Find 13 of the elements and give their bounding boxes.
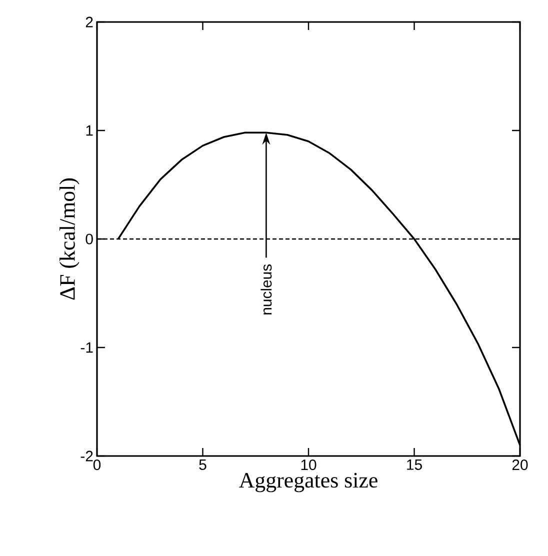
annotation: nucleus (260, 264, 272, 314)
y-tick-label: 0 (86, 234, 93, 244)
y-axis-title: ΔF (kcal/mol) (59, 178, 80, 300)
y-tick-label: -1 (80, 342, 93, 353)
y-tick-label: 1 (86, 125, 93, 136)
x-tick-label: 15 (407, 460, 422, 470)
y-tick-label: 2 (86, 16, 93, 28)
y-tick-label: -2 (80, 450, 93, 462)
x-tick-label: 5 (199, 460, 206, 470)
x-tick-label: 20 (512, 460, 528, 470)
x-axis-title: Aggregates size (239, 472, 378, 492)
x-tick-label: 0 (93, 460, 101, 470)
x-tick-label: 10 (301, 460, 316, 470)
